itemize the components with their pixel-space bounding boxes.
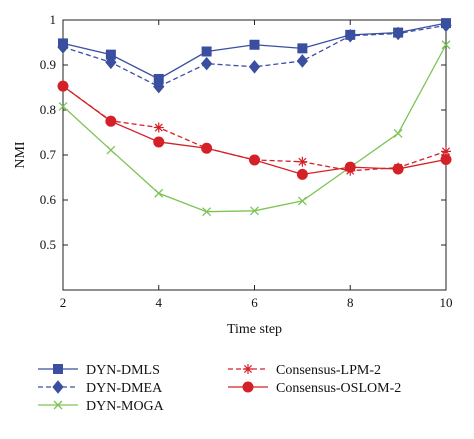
data-point [297, 196, 307, 206]
data-point [58, 101, 68, 111]
data-point [296, 54, 309, 68]
data-point [105, 55, 117, 70]
x-tick-label: 8 [347, 295, 354, 310]
y-tick-label: 0.6 [40, 192, 57, 207]
data-point [201, 46, 212, 57]
legend-label: Consensus-OSLOM-2 [276, 381, 401, 396]
data-point [201, 142, 213, 154]
data-point [153, 79, 165, 94]
data-point [249, 39, 260, 50]
data-point [440, 18, 452, 33]
data-point [392, 163, 404, 175]
data-point [440, 154, 452, 165]
y-tick-label: 0.8 [40, 102, 56, 117]
data-point [344, 28, 356, 43]
series-layer [57, 18, 452, 217]
series-line [62, 24, 447, 88]
legend-marker [243, 364, 253, 374]
x-tick-label: 4 [156, 295, 163, 310]
legend-marker [242, 381, 254, 393]
legend-item-consensus-lpm-2: Consensus-LPM-2 [228, 363, 381, 378]
legend-marker [52, 380, 64, 394]
axes-layer: 2 4 6 8 10 0.5 0.6 0.7 0.8 0.9 1 Time step NMI [13, 12, 453, 337]
legend-marker [53, 364, 63, 374]
legend-item-dyn-dmea: DYN-DMEA [38, 380, 163, 396]
y-tick-label: 0.7 [40, 147, 57, 162]
data-point [250, 206, 259, 216]
y-tick-label: 0.9 [40, 57, 56, 72]
data-point [344, 161, 356, 173]
legend-label: DYN-DMEA [86, 381, 163, 396]
series-dyn-dmls [58, 18, 451, 84]
legend-item-consensus-oslom-2: Consensus-OSLOM-2 [228, 381, 401, 396]
legend-label: Consensus-LPM-2 [276, 363, 381, 378]
data-point [297, 156, 308, 167]
data-point [153, 122, 164, 133]
y-axis-label: NMI [13, 141, 28, 169]
data-point [296, 168, 308, 180]
data-point [441, 40, 451, 50]
data-point [105, 115, 117, 127]
legend-item-dyn-dmls: DYN-DMLS [38, 363, 160, 378]
x-tick-label: 2 [60, 295, 67, 310]
legend-label: DYN-DMLS [86, 363, 160, 378]
data-point [248, 60, 261, 74]
y-tick-label: 0.5 [40, 237, 56, 252]
y-tick-label: 1 [50, 12, 57, 27]
x-tick-label: 10 [440, 295, 453, 310]
data-point [297, 43, 308, 54]
data-point [153, 136, 165, 148]
legend-item-dyn-moga: DYN-MOGA [38, 399, 165, 414]
data-point [202, 207, 212, 217]
x-tick-label: 6 [251, 295, 258, 310]
data-point [249, 154, 260, 166]
data-point [393, 128, 403, 138]
data-point [154, 188, 164, 198]
legend: DYN-DMLS DYN-DMEA DYN-MOGA Consensus-LPM-2 C… [38, 363, 401, 414]
legend-marker [53, 400, 63, 410]
data-point [441, 146, 451, 157]
legend-label: DYN-MOGA [86, 399, 165, 414]
data-point [200, 56, 213, 71]
data-point [57, 40, 69, 54]
series-dyn-dmea [57, 18, 452, 94]
data-point [392, 26, 404, 41]
data-point [106, 145, 116, 155]
series-consensus-oslom-2 [57, 80, 452, 180]
x-axis-label: Time step [227, 322, 282, 337]
data-point [57, 80, 69, 92]
